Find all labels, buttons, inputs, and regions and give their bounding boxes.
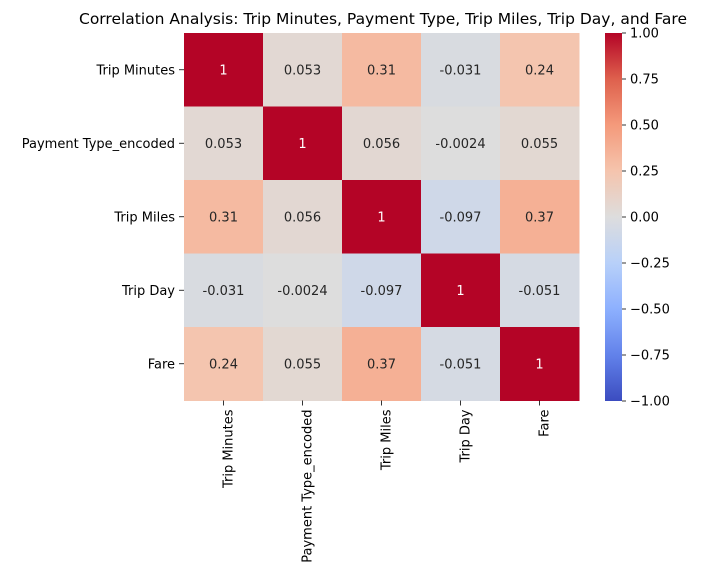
cell-value-label: -0.0024	[277, 284, 327, 299]
cell-value-label: -0.0024	[435, 137, 485, 152]
cell-value-label: 0.37	[367, 357, 396, 372]
cell-value-label: 0.24	[209, 357, 238, 372]
cell-value-label: 0.056	[284, 210, 321, 225]
heatmap-cell	[263, 253, 343, 328]
y-tick-label: Trip Day	[121, 284, 175, 299]
colorbar-tick-label: 0.50	[630, 119, 659, 134]
y-tick-label: Fare	[148, 357, 175, 372]
cell-value-label: 0.056	[363, 137, 400, 152]
heatmap-cell	[342, 33, 422, 107]
heatmap-cell	[421, 106, 501, 181]
heatmap-cell	[500, 180, 580, 254]
x-tick-label: Trip Minutes	[222, 409, 237, 489]
y-tick-labels: Trip Minutes Payment Type_encoded Trip Mil…	[22, 63, 184, 372]
cell-value-label: -0.097	[361, 284, 403, 299]
heatmap-cell	[342, 327, 422, 401]
heatmap-cell	[263, 327, 343, 401]
cell-value-label: 0.053	[205, 137, 242, 152]
colorbar	[605, 33, 622, 401]
cell-value-label: 0.053	[284, 63, 321, 78]
heatmap-cell	[342, 253, 422, 328]
heatmap-cell	[500, 253, 580, 328]
x-tick-labels: Trip Minutes Payment Type_encoded Trip Mil…	[222, 400, 553, 563]
cell-value-label: 1	[298, 137, 306, 152]
heatmap-cells: 1 0.053 0.31 -0.031 0.24 0.053 1 0.056 -0.0024 0.…	[184, 33, 580, 401]
heatmap-cell	[342, 106, 422, 181]
cell-value-label: 1	[219, 63, 227, 78]
cell-value-label: -0.051	[519, 284, 561, 299]
y-tick-label: Trip Miles	[113, 210, 175, 225]
x-tick-label: Fare	[538, 410, 553, 437]
heatmap-cell	[263, 180, 343, 254]
cell-value-label: 0.24	[525, 63, 554, 78]
heatmap-cell	[184, 106, 264, 181]
heatmap-cell	[421, 180, 501, 254]
cell-value-label: 0.31	[209, 210, 238, 225]
heatmap-cell	[500, 106, 580, 181]
cell-value-label: 0.055	[284, 357, 321, 372]
colorbar-tick-label: 1.00	[630, 27, 659, 42]
heatmap-cell	[184, 327, 264, 401]
cell-value-label: 0.31	[367, 63, 396, 78]
cell-value-label: 1	[456, 284, 464, 299]
heatmap-cell	[184, 33, 264, 107]
colorbar-tick-label: −0.75	[630, 349, 670, 364]
x-tick-label: Trip Miles	[380, 409, 395, 471]
cell-value-label: 1	[377, 210, 385, 225]
heatmap-cell	[421, 33, 501, 107]
heatmap-cell	[263, 33, 343, 107]
heatmap-cell	[421, 253, 501, 328]
heatmap-cell	[500, 33, 580, 107]
colorbar-ticks: 1.00 0.75 0.50 0.25 0.00 −0.25 −0.50 −0.75 −1.00	[622, 27, 670, 410]
colorbar-tick-label: 0.75	[630, 73, 659, 88]
cell-value-label: -0.031	[203, 284, 245, 299]
heatmap-cell	[342, 180, 422, 254]
colorbar-tick-label: −0.25	[630, 257, 670, 272]
cell-value-label: -0.051	[440, 357, 482, 372]
colorbar-tick-label: 0.00	[630, 211, 659, 226]
heatmap-cell	[184, 180, 264, 254]
cell-value-label: 1	[535, 357, 543, 372]
colorbar-tick-label: −0.50	[630, 303, 670, 318]
x-tick-label: Payment Type_encoded	[301, 410, 316, 563]
y-tick-label: Trip Minutes	[95, 63, 175, 78]
chart-title: Correlation Analysis: Trip Minutes, Paym…	[79, 10, 687, 28]
cell-value-label: 0.055	[521, 137, 558, 152]
heatmap-cell	[421, 327, 501, 401]
heatmap-cell	[184, 253, 264, 328]
colorbar-tick-label: 0.25	[630, 165, 659, 180]
x-tick-label: Trip Day	[459, 409, 474, 463]
heatmap-cell	[263, 106, 343, 181]
heatmap-cell	[500, 327, 580, 401]
colorbar-tick-label: −1.00	[630, 395, 670, 410]
cell-value-label: 0.37	[525, 210, 554, 225]
cell-value-label: -0.097	[440, 210, 482, 225]
y-tick-label: Payment Type_encoded	[22, 137, 175, 152]
cell-value-label: -0.031	[440, 63, 482, 78]
